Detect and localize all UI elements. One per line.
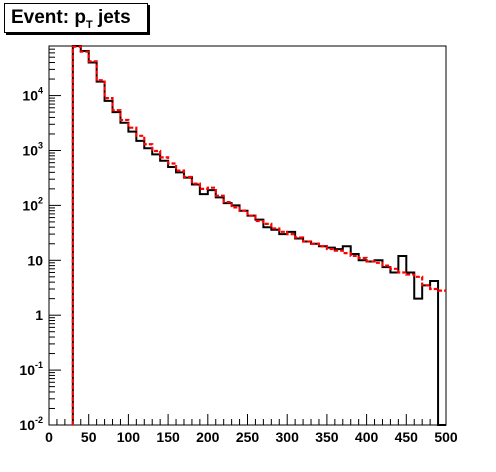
y-tick-label: 10-1 — [19, 360, 43, 378]
x-tick-label: 100 — [117, 429, 141, 445]
x-tick-label: 400 — [355, 429, 379, 445]
x-tick-label: 50 — [81, 429, 97, 445]
y-tick-label: 104 — [22, 86, 43, 104]
chart-title: Event: pT jets — [11, 7, 131, 31]
x-tick-label: 150 — [156, 429, 180, 445]
plot-frame — [48, 45, 447, 426]
series-line-black — [71, 45, 446, 426]
x-tick-label: 0 — [45, 429, 53, 445]
series-layer — [71, 45, 446, 426]
x-tick-label: 350 — [315, 429, 339, 445]
series-line-red-dashed — [71, 45, 446, 425]
y-tick-label: 102 — [22, 195, 43, 213]
x-tick-label: 500 — [434, 429, 458, 445]
x-tick-label: 450 — [395, 429, 419, 445]
y-tick-label: 10 — [27, 252, 43, 268]
axes — [48, 45, 447, 426]
y-tick-label: 1 — [35, 307, 43, 323]
x-tick-label: 200 — [196, 429, 220, 445]
chart-title-box: Event: pT jets — [4, 3, 148, 33]
tick-labels: 0 50 100 150 200 250 300 350 400 450 500 10-2 10-1 1 1… — [19, 86, 457, 445]
y-tick-label: 103 — [22, 140, 43, 158]
y-tick-label: 10-2 — [19, 415, 43, 433]
x-tick-label: 300 — [276, 429, 300, 445]
x-tick-label: 250 — [236, 429, 260, 445]
